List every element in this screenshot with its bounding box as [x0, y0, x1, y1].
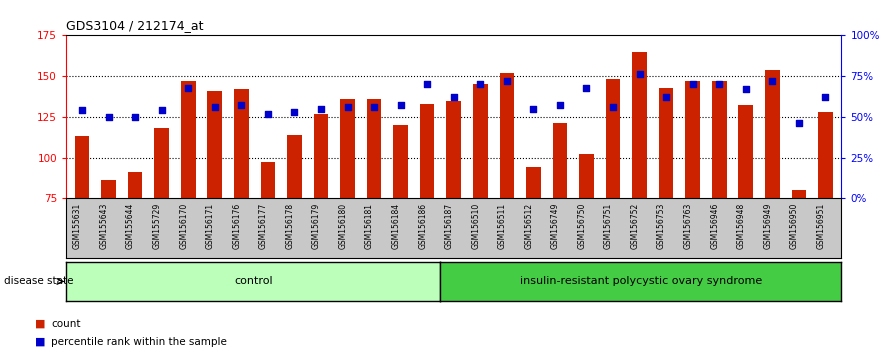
- Text: GSM156950: GSM156950: [790, 203, 799, 250]
- Text: GSM156949: GSM156949: [763, 203, 773, 250]
- Text: GSM156511: GSM156511: [498, 203, 507, 249]
- Text: GSM156750: GSM156750: [577, 203, 587, 250]
- Point: [500, 78, 514, 84]
- Point: [766, 78, 780, 84]
- Point: [394, 103, 408, 108]
- Text: GSM156510: GSM156510: [471, 203, 480, 249]
- Bar: [181, 81, 196, 198]
- Text: GSM156752: GSM156752: [631, 203, 640, 249]
- Text: GSM155631: GSM155631: [73, 203, 82, 249]
- Bar: [447, 101, 461, 198]
- Text: GSM156763: GSM156763: [684, 203, 692, 250]
- Point: [580, 85, 594, 90]
- Point: [606, 104, 620, 110]
- Bar: [712, 81, 727, 198]
- Text: count: count: [51, 319, 80, 329]
- Bar: [818, 112, 833, 198]
- Bar: [287, 135, 301, 198]
- Bar: [685, 81, 700, 198]
- Bar: [101, 180, 116, 198]
- Bar: [366, 99, 381, 198]
- Bar: [473, 84, 487, 198]
- Text: GSM156171: GSM156171: [206, 203, 215, 249]
- Point: [633, 72, 647, 77]
- Point: [739, 86, 753, 92]
- Point: [75, 108, 89, 113]
- Bar: [420, 104, 434, 198]
- Text: GSM156180: GSM156180: [338, 203, 347, 249]
- Bar: [791, 190, 806, 198]
- Point: [314, 106, 328, 112]
- Point: [659, 95, 673, 100]
- Bar: [633, 52, 647, 198]
- Bar: [500, 73, 515, 198]
- Point: [154, 108, 168, 113]
- Text: GSM156951: GSM156951: [817, 203, 825, 249]
- Bar: [340, 99, 355, 198]
- Text: ■: ■: [35, 319, 46, 329]
- Text: GDS3104 / 212174_at: GDS3104 / 212174_at: [66, 19, 204, 33]
- Bar: [393, 125, 408, 198]
- Text: GSM156170: GSM156170: [179, 203, 189, 249]
- Point: [234, 103, 248, 108]
- Point: [818, 95, 833, 100]
- Bar: [552, 123, 567, 198]
- Text: GSM156512: GSM156512: [524, 203, 533, 249]
- Point: [712, 81, 726, 87]
- Bar: [207, 91, 222, 198]
- Text: percentile rank within the sample: percentile rank within the sample: [51, 337, 227, 347]
- Bar: [234, 89, 248, 198]
- Point: [473, 81, 487, 87]
- Point: [792, 120, 806, 126]
- Text: GSM156186: GSM156186: [418, 203, 427, 249]
- Bar: [314, 114, 329, 198]
- Point: [553, 103, 567, 108]
- Text: GSM156176: GSM156176: [233, 203, 241, 249]
- Text: GSM155729: GSM155729: [152, 203, 161, 249]
- Bar: [765, 70, 780, 198]
- Point: [181, 85, 196, 90]
- Point: [685, 81, 700, 87]
- Bar: [154, 128, 169, 198]
- Bar: [261, 162, 275, 198]
- Text: GSM156178: GSM156178: [285, 203, 294, 249]
- Text: GSM156184: GSM156184: [392, 203, 401, 249]
- Text: GSM156181: GSM156181: [365, 203, 374, 249]
- Bar: [128, 172, 143, 198]
- Point: [447, 95, 461, 100]
- Text: disease state: disease state: [4, 276, 74, 286]
- Text: GSM155644: GSM155644: [126, 203, 135, 250]
- Text: control: control: [233, 276, 272, 286]
- Bar: [659, 87, 673, 198]
- Text: GSM156948: GSM156948: [737, 203, 746, 249]
- Text: GSM156749: GSM156749: [551, 203, 560, 250]
- Point: [208, 104, 222, 110]
- Text: GSM156753: GSM156753: [657, 203, 666, 250]
- Bar: [738, 105, 753, 198]
- Point: [261, 111, 275, 116]
- Point: [367, 104, 381, 110]
- Bar: [75, 136, 89, 198]
- Point: [420, 81, 434, 87]
- Text: GSM156179: GSM156179: [312, 203, 321, 249]
- Text: insulin-resistant polycystic ovary syndrome: insulin-resistant polycystic ovary syndr…: [520, 276, 762, 286]
- Point: [287, 109, 301, 115]
- Text: GSM156187: GSM156187: [445, 203, 454, 249]
- Text: GSM156946: GSM156946: [710, 203, 719, 250]
- Point: [340, 104, 354, 110]
- Bar: [606, 79, 620, 198]
- Point: [101, 114, 115, 120]
- Text: GSM155643: GSM155643: [100, 203, 108, 250]
- Bar: [526, 167, 541, 198]
- Point: [128, 114, 142, 120]
- Text: ■: ■: [35, 337, 46, 347]
- Text: GSM156751: GSM156751: [604, 203, 613, 249]
- Text: GSM156177: GSM156177: [259, 203, 268, 249]
- Bar: [579, 154, 594, 198]
- Point: [526, 106, 540, 112]
